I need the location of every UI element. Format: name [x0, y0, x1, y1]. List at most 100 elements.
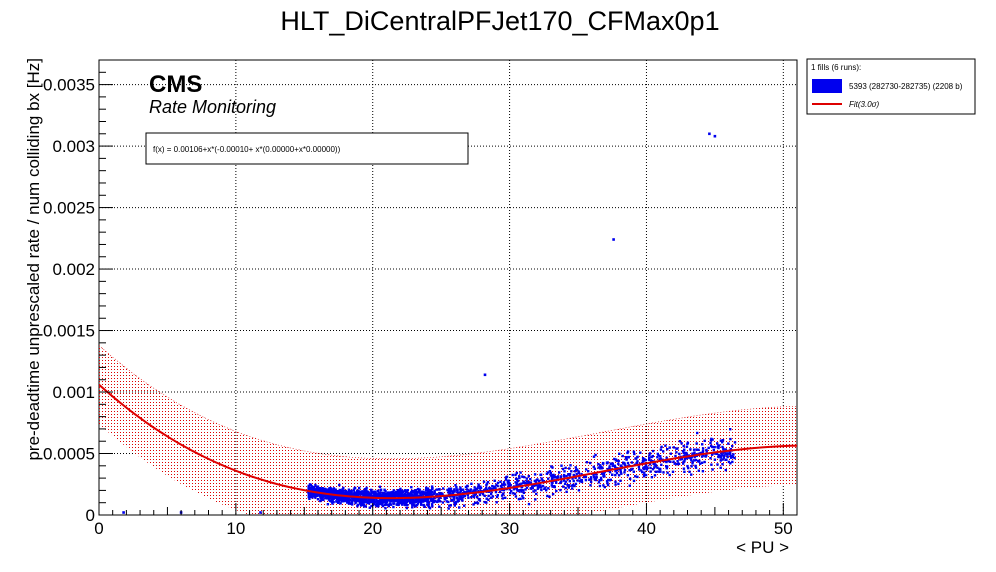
data-point — [454, 502, 458, 505]
data-point — [397, 499, 400, 503]
data-point — [435, 488, 439, 491]
data-point — [644, 467, 647, 470]
data-point — [476, 496, 479, 499]
data-point — [611, 473, 614, 476]
data-point — [648, 458, 651, 461]
data-point-outlier — [612, 238, 615, 241]
data-point — [656, 452, 659, 456]
data-point — [649, 466, 652, 470]
data-point — [446, 488, 449, 492]
data-point — [426, 500, 429, 504]
data-point — [428, 490, 432, 493]
data-point — [602, 484, 605, 487]
data-point — [648, 463, 652, 466]
data-point — [358, 490, 361, 493]
data-point — [384, 499, 387, 502]
data-point — [722, 447, 725, 451]
data-point — [642, 466, 645, 469]
data-point — [617, 459, 620, 463]
data-point — [330, 495, 334, 498]
data-point — [640, 469, 643, 472]
data-point — [453, 490, 456, 493]
data-point — [627, 464, 631, 467]
data-point — [562, 479, 565, 482]
data-point — [449, 487, 453, 490]
data-point — [642, 467, 646, 471]
data-point — [536, 487, 540, 490]
data-point — [459, 486, 462, 489]
data-point — [508, 482, 511, 486]
data-point — [562, 485, 565, 488]
data-point — [568, 480, 571, 483]
data-point — [348, 491, 351, 494]
data-point — [694, 464, 697, 468]
data-point — [374, 500, 377, 503]
data-point — [584, 475, 588, 479]
data-point — [564, 486, 567, 490]
data-point-outlier — [483, 373, 487, 377]
data-point — [682, 467, 686, 470]
data-point — [432, 496, 436, 499]
data-point — [346, 501, 349, 504]
data-point-outlier — [713, 134, 717, 138]
data-point — [653, 463, 656, 466]
data-point — [599, 467, 602, 470]
data-point — [389, 503, 393, 506]
data-point — [635, 461, 638, 465]
data-point — [659, 457, 662, 460]
data-point — [326, 494, 329, 498]
data-point — [390, 499, 394, 502]
data-point — [456, 489, 459, 492]
data-point — [421, 498, 424, 501]
data-point — [406, 493, 410, 496]
data-point — [400, 499, 403, 502]
data-point — [632, 450, 636, 453]
data-point — [333, 492, 336, 495]
data-point — [392, 505, 395, 509]
data-point — [392, 495, 395, 498]
data-point — [337, 500, 340, 503]
x-tick-label: 40 — [637, 519, 656, 538]
data-point — [689, 448, 692, 451]
data-point — [410, 486, 413, 489]
data-point — [682, 460, 685, 464]
data-point — [453, 488, 456, 491]
data-point — [377, 495, 381, 498]
data-point — [628, 469, 631, 472]
data-point — [431, 487, 434, 491]
data-point — [417, 494, 420, 497]
data-point — [432, 499, 436, 502]
data-point — [424, 489, 428, 492]
data-point — [522, 491, 526, 494]
data-point — [518, 475, 521, 478]
data-point — [359, 504, 363, 507]
data-point — [408, 492, 412, 495]
data-point — [342, 486, 345, 490]
data-point — [538, 479, 541, 483]
data-point — [609, 478, 612, 481]
data-point — [475, 488, 478, 491]
data-point — [643, 473, 646, 477]
data-point — [418, 488, 421, 491]
data-point — [316, 498, 320, 501]
data-point — [598, 464, 602, 467]
data-point — [493, 486, 496, 490]
data-point — [719, 466, 722, 469]
data-point — [532, 484, 535, 487]
data-point — [716, 442, 719, 445]
data-point — [642, 458, 645, 461]
data-point — [692, 448, 696, 451]
data-point — [369, 493, 372, 497]
data-point — [390, 494, 393, 497]
data-point — [534, 489, 537, 492]
data-point — [565, 490, 568, 493]
data-point — [451, 492, 455, 495]
data-point — [558, 471, 561, 474]
data-point — [423, 499, 426, 502]
data-point — [724, 468, 727, 472]
data-point — [639, 451, 642, 454]
data-point — [524, 488, 527, 491]
data-point — [617, 482, 620, 486]
data-point — [691, 462, 694, 465]
data-point — [342, 498, 345, 502]
